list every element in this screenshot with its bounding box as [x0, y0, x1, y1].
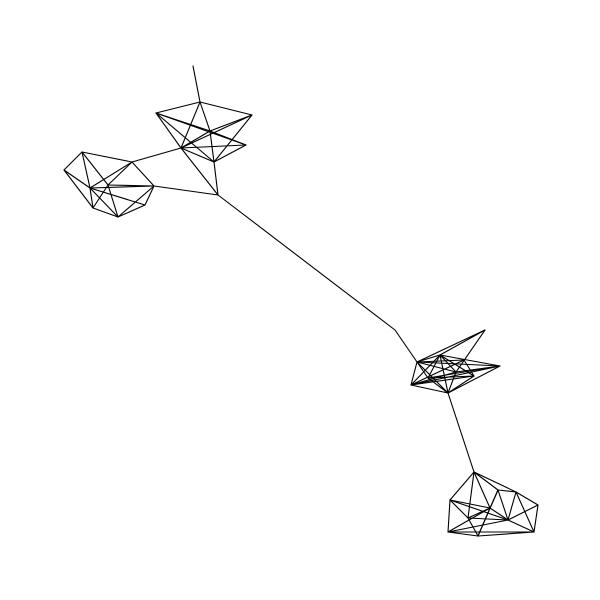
graph-edge	[117, 185, 155, 218]
graph-edge	[447, 499, 451, 533]
graph-edge	[467, 517, 479, 537]
graph-edge	[92, 184, 109, 209]
graph-edge	[515, 491, 535, 533]
graph-edge	[213, 161, 219, 196]
graph-edge	[81, 151, 133, 163]
graph-edge	[447, 531, 479, 537]
graph-edge	[467, 507, 491, 519]
graph-edge	[410, 354, 441, 386]
graph-edge	[63, 169, 91, 189]
bridge-edge	[153, 185, 219, 196]
graph-edge	[427, 377, 449, 394]
graph-edge	[199, 101, 211, 132]
graph-edge	[155, 112, 247, 146]
graph-edge	[394, 329, 418, 363]
graph-edge	[477, 531, 535, 537]
graph-edge	[439, 354, 475, 377]
graph-edge	[199, 101, 253, 116]
graph-edge	[427, 365, 501, 379]
graph-edge	[515, 491, 539, 506]
graph-edge	[92, 207, 119, 218]
graph-edge	[107, 184, 119, 218]
graph-edge	[447, 365, 501, 394]
graph-edge	[439, 354, 501, 367]
graph-edge	[410, 359, 465, 386]
graph-edge	[180, 101, 201, 149]
graph-edges	[63, 65, 539, 537]
graph-edge	[416, 361, 501, 367]
graph-edge	[107, 184, 155, 187]
graph-edge	[89, 187, 146, 206]
graph-edge	[507, 519, 535, 533]
graph-edge	[107, 161, 133, 186]
graph-edge	[489, 507, 509, 521]
graph-edge	[467, 517, 509, 521]
graph-edge	[155, 112, 215, 163]
graph-edge	[192, 65, 201, 103]
graph-edge	[467, 471, 475, 519]
graph-edge	[410, 375, 475, 386]
graph-edge	[427, 375, 475, 379]
graph-edge	[410, 365, 501, 386]
graph-edge	[81, 151, 109, 186]
bridge-edge	[131, 147, 182, 163]
cluster-center-right	[394, 329, 501, 394]
graph-edge	[447, 519, 509, 533]
graph-edge	[144, 185, 155, 206]
bridge-edge	[217, 194, 396, 331]
graph-edge	[180, 114, 253, 149]
graph-edge	[89, 187, 119, 218]
graph-edge	[447, 371, 457, 394]
graph-edge	[89, 187, 94, 209]
graph-edge	[416, 361, 457, 373]
graph-edge	[497, 489, 517, 493]
graph-edge	[507, 504, 539, 521]
cluster-top-left-b	[63, 151, 155, 218]
graph-edge	[180, 130, 211, 149]
graph-edge	[89, 185, 155, 189]
graph-edge	[131, 161, 155, 187]
graph-edge	[410, 384, 449, 394]
graph-edge	[447, 375, 475, 394]
graph-edge	[497, 489, 509, 521]
graph-edge	[416, 329, 486, 363]
graph-edge	[455, 329, 486, 373]
graph-edge	[213, 114, 253, 163]
cluster-top-left-a	[155, 65, 253, 196]
graph-edge	[449, 499, 469, 519]
graph-edge	[180, 147, 219, 196]
graph-edge	[155, 112, 182, 149]
graph-edge	[427, 354, 441, 379]
graph-edge	[180, 147, 215, 163]
graph-edge	[473, 471, 517, 493]
graph-edge	[449, 499, 509, 521]
graph-edge	[533, 504, 539, 533]
graph-edge	[416, 359, 465, 363]
graph-edge	[117, 204, 146, 218]
graph-edge	[416, 354, 441, 363]
graph-edge	[155, 101, 201, 114]
graph-edge	[463, 359, 475, 377]
graph-edge	[410, 361, 418, 386]
graph-edge	[63, 151, 83, 171]
graph-edge	[439, 354, 457, 373]
graph-edge	[81, 151, 91, 189]
graph-edge	[63, 169, 94, 209]
graph-edge	[473, 471, 491, 509]
graph-edge	[449, 471, 475, 501]
bridge-edge	[447, 392, 475, 473]
graph-edge	[439, 329, 486, 356]
graph-edge	[416, 361, 429, 379]
graph-edge	[213, 144, 247, 163]
graph-edge	[473, 471, 499, 491]
cluster-bottom-right	[447, 471, 539, 537]
graph-edge	[89, 161, 133, 189]
graph-edge	[180, 144, 247, 149]
graph-edge	[507, 491, 517, 521]
